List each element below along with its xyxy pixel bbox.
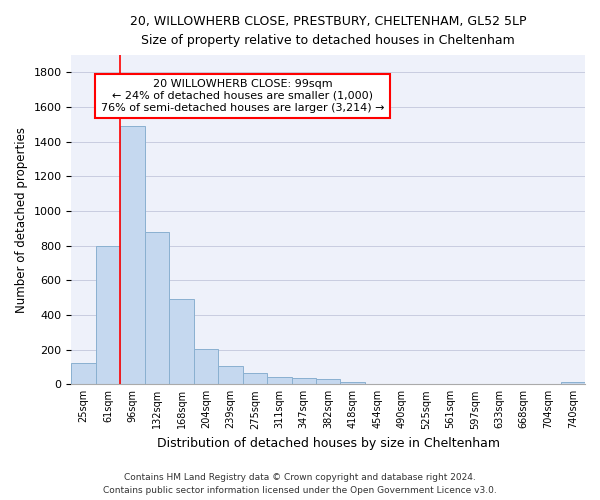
Bar (96, 246, 121, 384)
Bar (560, 382, 585, 384)
X-axis label: Distribution of detached houses by size in Cheltenham: Distribution of detached houses by size … (157, 437, 500, 450)
Bar (340, 382, 365, 384)
Bar (292, 378, 316, 384)
Y-axis label: Number of detached properties: Number of detached properties (15, 126, 28, 312)
Bar (194, 349, 218, 384)
Bar (71, 362, 96, 384)
Text: Contains HM Land Registry data © Crown copyright and database right 2024.
Contai: Contains HM Land Registry data © Crown c… (103, 474, 497, 495)
Bar (218, 366, 242, 384)
Title: 20, WILLOWHERB CLOSE, PRESTBURY, CHELTENHAM, GL52 5LP
Size of property relative : 20, WILLOWHERB CLOSE, PRESTBURY, CHELTEN… (130, 15, 526, 47)
Text: 20 WILLOWHERB CLOSE: 99sqm
← 24% of detached houses are smaller (1,000)
76% of s: 20 WILLOWHERB CLOSE: 99sqm ← 24% of deta… (101, 80, 385, 112)
Bar (267, 378, 292, 384)
Bar (316, 379, 340, 384)
Bar (145, 232, 169, 384)
Bar (169, 300, 194, 384)
Bar (121, 126, 145, 384)
Bar (242, 373, 267, 384)
